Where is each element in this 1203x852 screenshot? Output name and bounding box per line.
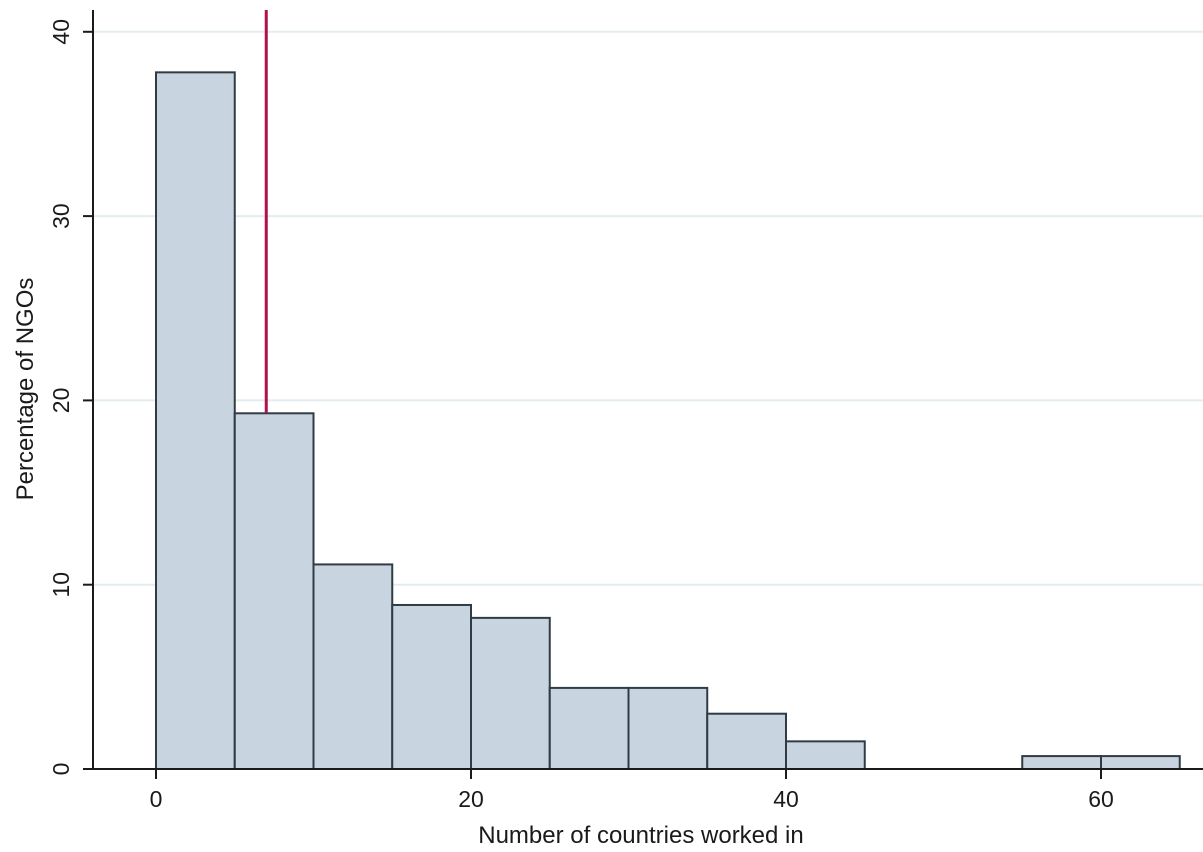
y-tick-label: 20 (48, 388, 74, 414)
y-tick-label: 0 (48, 763, 74, 776)
histogram-bar (233, 412, 315, 770)
x-tick-label: 20 (458, 786, 484, 812)
histogram-bar (785, 740, 866, 770)
x-axis-label: Number of countries worked in (478, 822, 803, 849)
y-tick-label: 30 (48, 203, 74, 229)
histogram-bar (548, 686, 630, 771)
histogram-bar (627, 686, 709, 771)
x-tick-label: 0 (150, 786, 163, 812)
histogram-bar (1021, 755, 1102, 770)
histogram-bar (312, 563, 394, 770)
histogram-bar (155, 71, 236, 770)
histogram-bar (706, 712, 787, 771)
y-tick-label: 10 (48, 572, 74, 598)
y-axis-label: Percentage of NGOs (12, 278, 39, 501)
x-tick-label: 60 (1088, 786, 1114, 812)
axes: 0 10 20 30 40 0 20 40 60 (48, 10, 1203, 812)
histogram-bar (391, 603, 472, 771)
x-tick-label: 40 (773, 786, 799, 812)
histogram-bars (155, 71, 1181, 771)
y-tick-label: 40 (48, 19, 74, 45)
histogram-bar (1100, 755, 1181, 770)
histogram-bar (470, 616, 551, 771)
grid-lines (93, 30, 1203, 586)
